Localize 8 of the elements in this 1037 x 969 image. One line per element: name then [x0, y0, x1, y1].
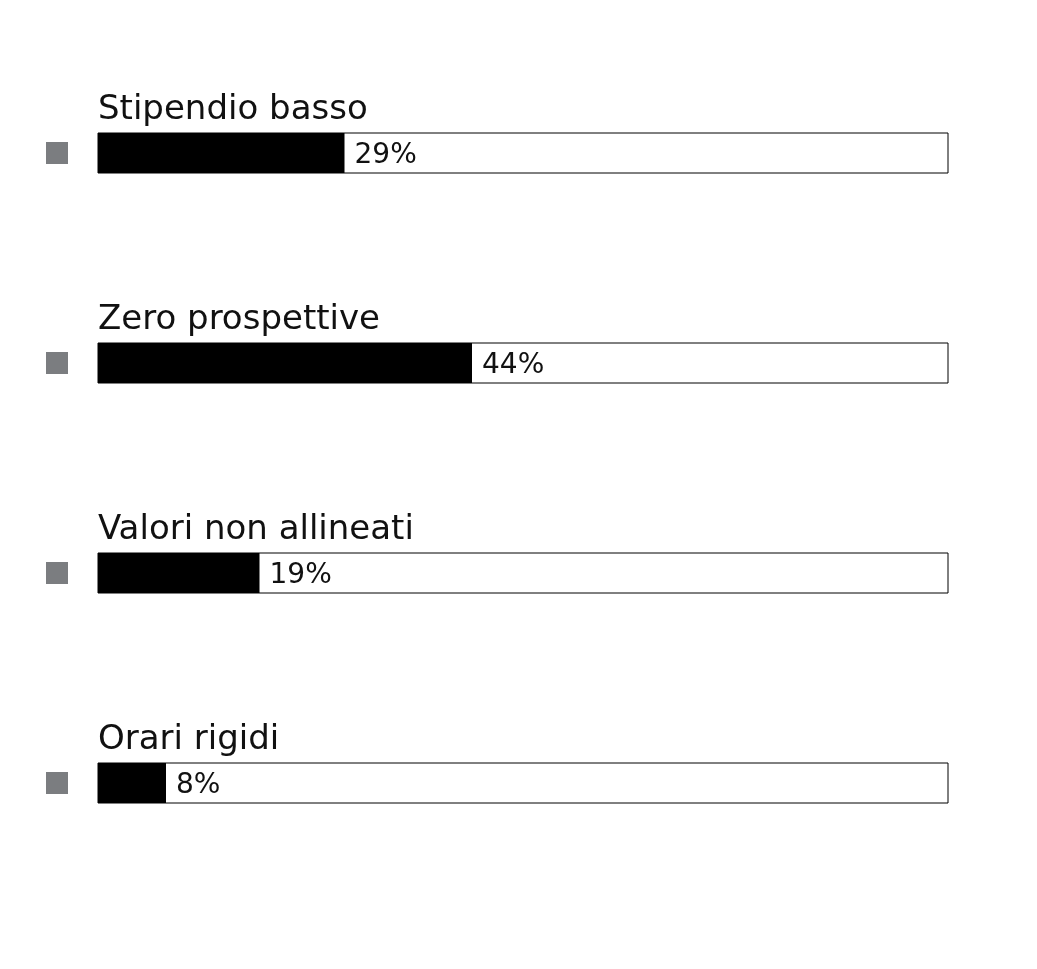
- y-tick-label: Valori non allineati: [98, 507, 414, 547]
- data-label: 19%: [269, 556, 332, 590]
- data-label: 44%: [482, 346, 545, 380]
- y-tick-label: Zero prospettive: [98, 297, 381, 337]
- data-label: 8%: [176, 766, 221, 800]
- data-label: 29%: [354, 136, 417, 170]
- y-tick-label: Orari rigidi: [98, 717, 280, 757]
- y-tick-label: Stipendio basso: [98, 87, 368, 127]
